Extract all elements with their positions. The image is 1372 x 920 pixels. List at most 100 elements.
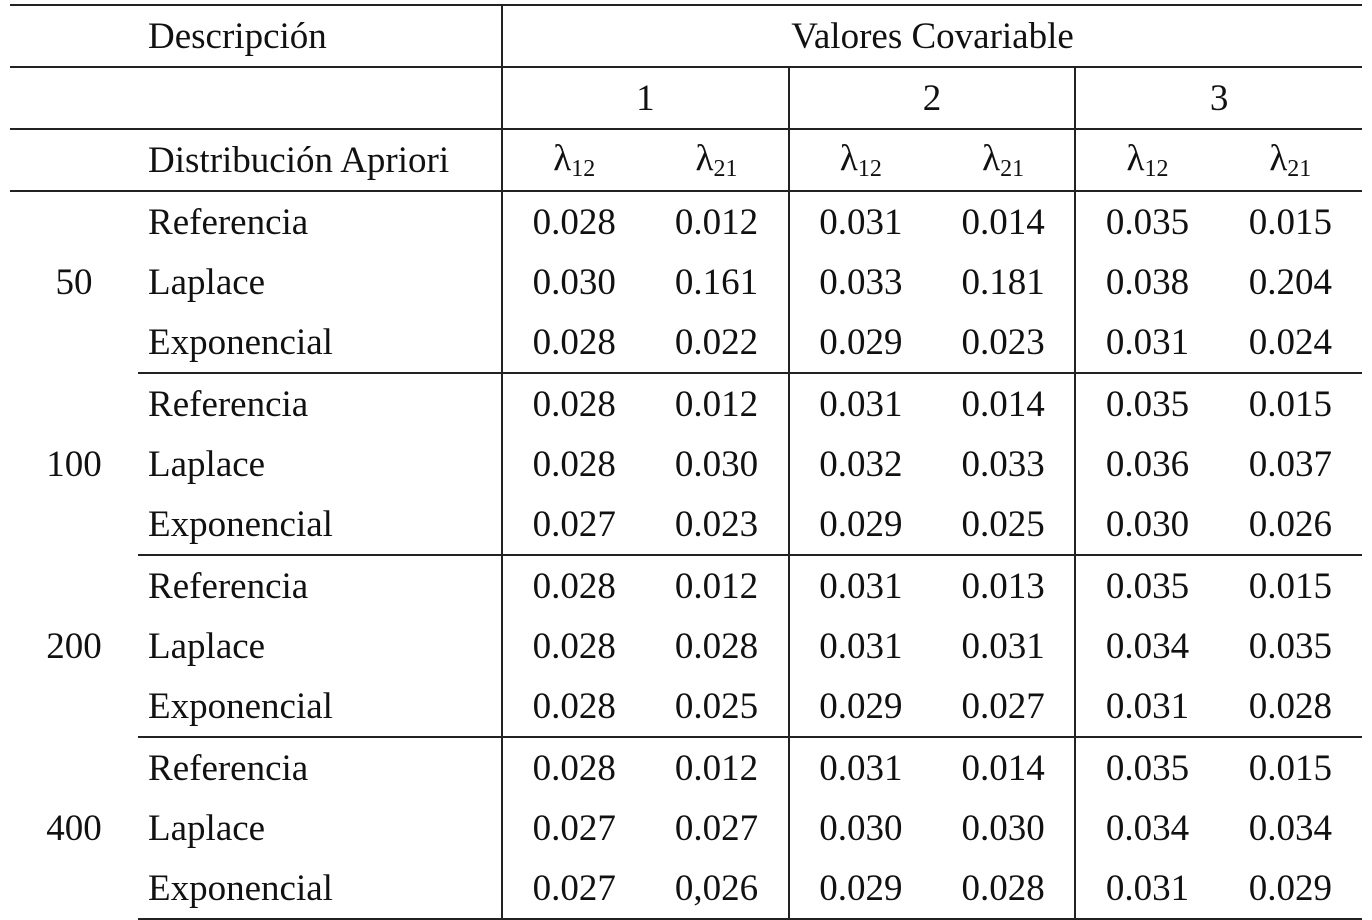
- header-lambda-21: λ21: [1218, 129, 1362, 192]
- value-cell: 0.037: [1248, 443, 1332, 485]
- table-body: 50 Referencia 0.028 0.012 0.031 0.014 0.035 0.0…: [10, 191, 1362, 920]
- table-row: 50 Referencia 0.028 0.012 0.031 0.014 0.035 0.0…: [10, 191, 1362, 303]
- lambda-subscript: 12: [857, 156, 882, 182]
- value-cell: 0,026: [645, 858, 789, 920]
- table-row: Exponencial 0.027 0,026 0.029 0.028 0.031 0.02…: [10, 858, 1362, 920]
- prior-name-cell: Exponencial: [138, 858, 503, 920]
- value-cell: 0.014: [961, 747, 1045, 789]
- prior-name-cell: Laplace: [148, 625, 266, 667]
- results-table: Descripción Valores Covariable 1 2 3 Dis…: [10, 4, 1362, 920]
- header-row-title: Descripción Valores Covariable: [10, 4, 1362, 68]
- prior-name-cell: Exponencial: [138, 312, 503, 374]
- header-lambda-21: λ21: [932, 129, 1076, 192]
- value-cell: 0.181: [961, 261, 1045, 303]
- value-cell: 0.036: [1074, 434, 1219, 494]
- header-empty: [10, 4, 139, 68]
- prior-name-cell: Laplace: [148, 443, 266, 485]
- lambda-subscript: 21: [1287, 156, 1312, 182]
- value-cell: 0.035: [1074, 373, 1219, 434]
- value-cell: 0.035: [1248, 625, 1332, 667]
- value-cell: 0.030: [1074, 494, 1219, 556]
- value-cell: 0.027: [932, 676, 1076, 738]
- value-cell: 0.031: [1074, 312, 1219, 374]
- value-cell: 0.030: [787, 798, 932, 858]
- header-row-params: Distribución Apriori λ12 λ21 λ12 λ21 λ12…: [10, 129, 1362, 192]
- value-cell: 0.031: [787, 373, 932, 434]
- value-cell: 0.027: [501, 798, 646, 858]
- sample-size-cell: 400: [46, 807, 102, 849]
- value-cell: 0.029: [1218, 858, 1362, 920]
- value-cell: 0.029: [787, 312, 932, 374]
- lambda-symbol: λ: [1269, 138, 1288, 179]
- lambda-symbol: λ: [982, 138, 1001, 179]
- lambda-symbol: λ: [1126, 138, 1145, 179]
- header-lambda-12: λ12: [501, 129, 646, 192]
- value-cell: 0.028: [501, 555, 646, 616]
- prior-name-cell: Referencia: [148, 747, 309, 789]
- value-cell: 0.015: [1248, 565, 1332, 607]
- table-row: 200 Referencia 0.028 0.012 0.031 0.013 0.035 0.…: [10, 555, 1362, 667]
- value-cell: 0.030: [674, 443, 759, 485]
- value-cell: 0.034: [1248, 807, 1332, 849]
- header-covariate-1: 1: [501, 67, 789, 130]
- value-cell: 0.031: [1074, 676, 1219, 738]
- value-cell: 0.029: [787, 858, 932, 920]
- value-cell: 0.025: [932, 494, 1076, 556]
- lambda-subscript: 21: [713, 156, 738, 182]
- header-empty: [10, 67, 139, 130]
- value-cell: 0.030: [501, 252, 646, 312]
- header-empty: [10, 129, 139, 192]
- lambda-symbol: λ: [839, 138, 858, 179]
- value-cell: 0.027: [501, 858, 646, 920]
- value-cell: 0.035: [1074, 555, 1219, 616]
- value-cell: 0.025: [645, 676, 789, 738]
- prior-name-cell: Laplace: [148, 807, 266, 849]
- value-cell: 0.028: [932, 858, 1076, 920]
- value-cell: 0.031: [787, 555, 932, 616]
- value-cell: 0.031: [787, 737, 932, 798]
- value-cell: 0.035: [1074, 737, 1219, 798]
- value-cell: 0.028: [674, 625, 759, 667]
- prior-name-cell: Exponencial: [138, 676, 503, 738]
- value-cell: 0.034: [1074, 616, 1219, 676]
- value-cell: 0.026: [1218, 494, 1362, 556]
- value-cell: 0.034: [1074, 798, 1219, 858]
- value-cell: 0.028: [501, 616, 646, 676]
- header-lambda-12: λ12: [1074, 129, 1219, 192]
- header-lambda-12: λ12: [787, 129, 932, 192]
- prior-name-cell: Referencia: [148, 565, 309, 607]
- value-cell: 0.030: [961, 807, 1045, 849]
- value-cell: 0.012: [674, 201, 759, 243]
- lambda-subscript: 21: [1000, 156, 1025, 182]
- header-descripcion: Descripción: [138, 4, 503, 68]
- table-header: Descripción Valores Covariable 1 2 3 Dis…: [10, 4, 1362, 192]
- lambda-subscript: 12: [571, 156, 596, 182]
- value-cell: 0.032: [787, 434, 932, 494]
- value-cell: 0.028: [1218, 676, 1362, 738]
- value-cell: 0.015: [1248, 201, 1332, 243]
- value-cell: 0.013: [961, 565, 1045, 607]
- table-row: Exponencial 0.028 0.022 0.029 0.023 0.031 0.02…: [10, 312, 1362, 374]
- prior-name-cell: Laplace: [148, 261, 266, 303]
- value-cell: 0.014: [961, 383, 1045, 425]
- value-cell: 0.033: [787, 252, 932, 312]
- table-row: Exponencial 0.028 0.025 0.029 0.027 0.031 0.02…: [10, 676, 1362, 738]
- value-cell: 0.028: [501, 191, 646, 252]
- value-cell: 0.028: [501, 676, 646, 738]
- value-cell: 0.015: [1248, 383, 1332, 425]
- table-row: Laplace 0.030 0.161 0.033 0.181 0.038 0.204: [10, 252, 1362, 312]
- value-cell: 0.029: [787, 494, 932, 556]
- value-cell: 0.012: [674, 747, 759, 789]
- value-cell: 0.024: [1218, 312, 1362, 374]
- value-cell: 0.015: [1248, 747, 1332, 789]
- header-row-covariates: 1 2 3: [10, 67, 1362, 130]
- table-row: 400 Referencia 0.028 0.012 0.031 0.014 0.035 0.…: [10, 737, 1362, 849]
- prior-name-cell: Referencia: [148, 201, 309, 243]
- table-row: Laplace 0.027 0.027 0.030 0.030 0.034 0.034: [10, 798, 1362, 858]
- value-cell: 0.028: [501, 434, 646, 494]
- table-row: Exponencial 0.027 0.023 0.029 0.025 0.030 0.02…: [10, 494, 1362, 556]
- value-cell: 0.031: [961, 625, 1045, 667]
- value-cell: 0.204: [1248, 261, 1332, 303]
- header-valores-covariable: Valores Covariable: [501, 4, 1362, 68]
- value-cell: 0.031: [1074, 858, 1219, 920]
